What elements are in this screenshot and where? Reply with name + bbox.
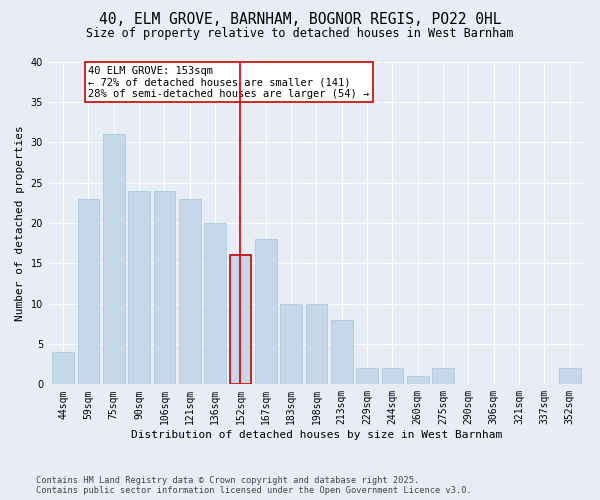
Text: Contains HM Land Registry data © Crown copyright and database right 2025.
Contai: Contains HM Land Registry data © Crown c… <box>36 476 472 495</box>
Bar <box>205 223 226 384</box>
Bar <box>407 376 428 384</box>
Text: 40, ELM GROVE, BARNHAM, BOGNOR REGIS, PO22 0HL: 40, ELM GROVE, BARNHAM, BOGNOR REGIS, PO… <box>99 12 501 28</box>
Bar <box>305 304 327 384</box>
Y-axis label: Number of detached properties: Number of detached properties <box>15 125 25 321</box>
Bar <box>230 255 251 384</box>
Bar <box>154 190 175 384</box>
Bar <box>331 320 353 384</box>
Bar <box>280 304 302 384</box>
Bar <box>356 368 378 384</box>
Bar <box>559 368 581 384</box>
Bar <box>382 368 403 384</box>
Bar <box>52 352 74 384</box>
Text: 40 ELM GROVE: 153sqm
← 72% of detached houses are smaller (141)
28% of semi-deta: 40 ELM GROVE: 153sqm ← 72% of detached h… <box>88 66 370 98</box>
X-axis label: Distribution of detached houses by size in West Barnham: Distribution of detached houses by size … <box>131 430 502 440</box>
Bar <box>77 198 99 384</box>
Bar <box>255 239 277 384</box>
Bar <box>433 368 454 384</box>
Text: Size of property relative to detached houses in West Barnham: Size of property relative to detached ho… <box>86 28 514 40</box>
Bar <box>103 134 125 384</box>
Bar <box>179 198 200 384</box>
Bar <box>128 190 150 384</box>
